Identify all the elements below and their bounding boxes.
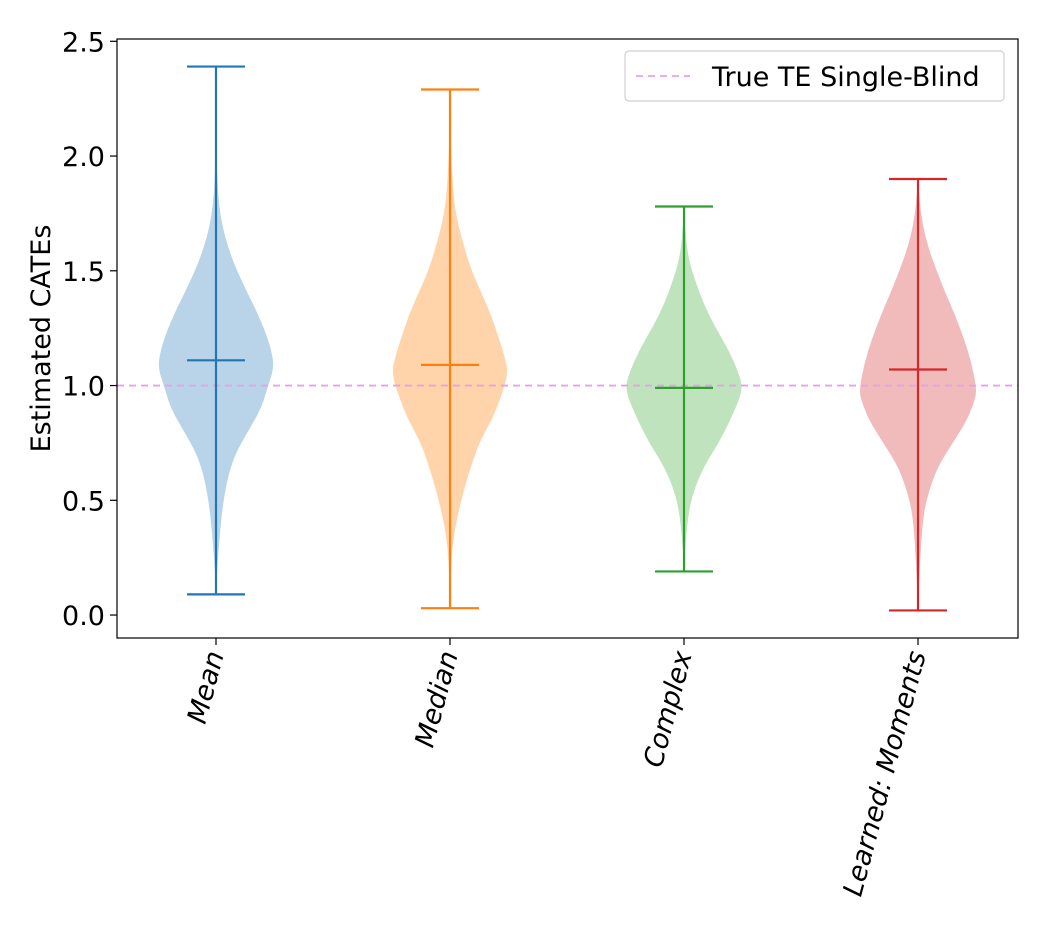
legend-label: True TE Single-Blind [711,62,980,93]
y-tick-label: 0.0 [62,601,105,632]
x-tick-label-mean: Mean [182,648,231,727]
x-axis-ticks: Mean Median Complex Learned: Moments [182,638,933,900]
y-tick-label: 2.5 [62,27,105,58]
violin-stats-layer [187,65,947,612]
legend: True TE Single-Blind [624,50,1005,102]
x-tick-label-median: Median [409,648,464,751]
legend-box [624,50,1005,102]
y-tick-label: 0.5 [62,486,105,517]
y-tick-label: 1.5 [62,257,105,288]
y-axis-ticks: 0.0 0.5 1.0 1.5 2.0 2.5 [62,27,117,632]
y-tick-label: 2.0 [62,142,105,173]
y-tick-label: 1.0 [62,372,105,403]
y-axis-title: Estimated CATEs [26,225,57,453]
violins-layer [158,66,976,611]
plot-area-frame [116,38,1019,639]
x-tick-label-learned-moments: Learned: Moments [838,648,933,900]
x-tick-label-complex: Complex [638,647,699,771]
